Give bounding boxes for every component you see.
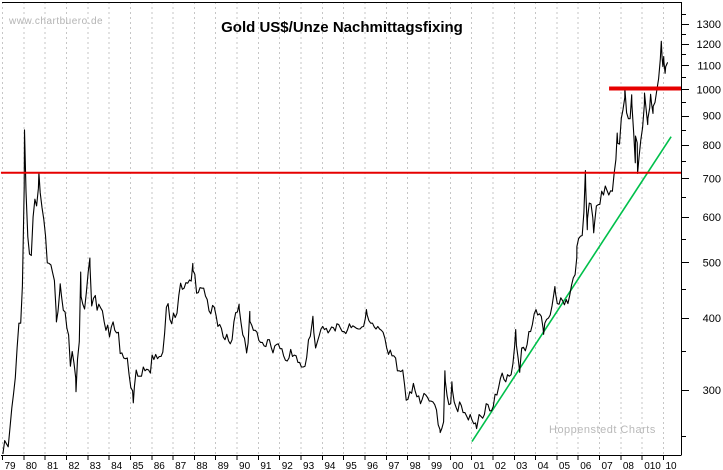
x-tick-label: 90: [239, 461, 251, 470]
y-tick-label: 1200: [697, 39, 721, 51]
y-tick-label: 1100: [697, 60, 721, 72]
x-tick-label: 97: [388, 461, 400, 470]
x-tick-label: 03: [516, 461, 528, 470]
y-tick-label: 300: [703, 385, 721, 397]
x-tick-label: 04: [538, 461, 550, 470]
x-tick-label: 82: [68, 461, 80, 470]
x-tick-label: 88: [196, 461, 208, 470]
x-tick-label: 83: [90, 461, 102, 470]
x-tick-label: 07: [602, 461, 614, 470]
y-tick-label: 500: [703, 257, 721, 269]
x-tick-label: 95: [346, 461, 358, 470]
x-tick-label: 01: [474, 461, 486, 470]
y-tick-label: 800: [703, 140, 721, 152]
x-tick-label: 80: [26, 461, 38, 470]
x-tick-label: 99: [431, 461, 443, 470]
x-tick-label: 84: [111, 461, 123, 470]
x-tick-label: 00: [452, 461, 464, 470]
y-tick-label: 900: [703, 111, 721, 123]
x-tick-label: 06: [580, 461, 592, 470]
y-tick-label: 400: [703, 313, 721, 325]
y-tick-label: 700: [703, 173, 721, 185]
x-tick-label: 81: [47, 461, 59, 470]
support-trendline: [471, 136, 672, 443]
y-tick-label: 1300: [697, 19, 721, 31]
x-tick-label: 02: [495, 461, 507, 470]
x-tick-label: 79: [5, 461, 17, 470]
page-title: Gold US$/Unze Nachmittagsfixing: [221, 19, 463, 36]
x-tick-label: 010: [644, 461, 661, 470]
x-tick-label: 10: [666, 461, 678, 470]
x-tick-label: 91: [260, 461, 272, 470]
x-tick-label: 94: [324, 461, 336, 470]
x-tick-label: 96: [367, 461, 379, 470]
x-tick-label: 92: [282, 461, 294, 470]
x-tick-label: 08: [623, 461, 635, 470]
x-tick-label: 87: [175, 461, 187, 470]
x-tick-label: 93: [303, 461, 315, 470]
y-tick-label: 1000: [697, 84, 721, 96]
watermark: www.chartbuero.de: [9, 16, 104, 27]
x-tick-label: 05: [559, 461, 571, 470]
chart-credit: Hoppenstedt Charts: [549, 424, 656, 436]
x-tick-label: 89: [218, 461, 230, 470]
gold-price-line: [2, 40, 669, 455]
y-tick-label: 600: [703, 212, 721, 224]
x-tick-label: 98: [410, 461, 422, 470]
x-tick-label: 85: [132, 461, 144, 470]
x-tick-label: 86: [154, 461, 166, 470]
